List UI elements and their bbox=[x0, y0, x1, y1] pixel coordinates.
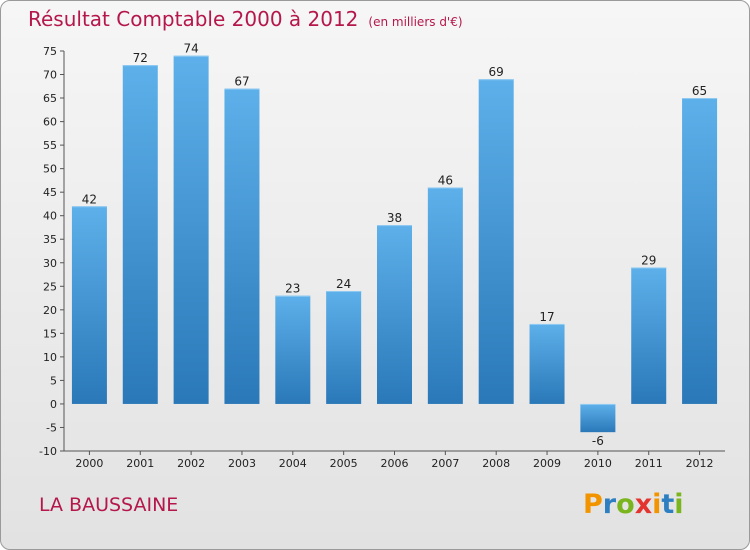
bar-2003 bbox=[224, 88, 260, 404]
proxiti-logo[interactable]: Proxiti bbox=[583, 489, 684, 520]
bar-2002 bbox=[173, 55, 209, 404]
x-tick-label-2004: 2004 bbox=[279, 457, 307, 470]
bar-2012 bbox=[682, 98, 718, 404]
data-label-2007: 46 bbox=[438, 173, 453, 187]
bar-2008 bbox=[478, 79, 514, 404]
x-tick-label-2005: 2005 bbox=[330, 457, 358, 470]
bar-2006 bbox=[377, 225, 412, 404]
logo-letter: r bbox=[602, 489, 617, 520]
logo-letter: P bbox=[583, 489, 603, 520]
logo-letter: t bbox=[661, 489, 675, 520]
y-tick-label: 5 bbox=[50, 374, 57, 387]
data-label-2009: 17 bbox=[539, 310, 554, 324]
y-tick-label: -5 bbox=[46, 421, 57, 434]
y-tick-label: 60 bbox=[43, 116, 57, 129]
bar-2001 bbox=[122, 65, 158, 404]
bar-2009 bbox=[529, 323, 565, 404]
y-tick-label: -10 bbox=[39, 445, 57, 458]
y-tick-label: 10 bbox=[43, 351, 57, 364]
y-tick-label: 0 bbox=[50, 398, 57, 411]
x-tick-label-2003: 2003 bbox=[228, 457, 256, 470]
y-tick-label: 65 bbox=[43, 92, 57, 105]
y-tick-label: 70 bbox=[43, 69, 57, 82]
bar-2011 bbox=[631, 267, 667, 404]
y-tick-label: 75 bbox=[43, 45, 57, 58]
bar-2010 bbox=[580, 403, 616, 433]
data-label-2005: 24 bbox=[336, 277, 351, 291]
data-label-2010: -6 bbox=[592, 434, 604, 448]
x-tick-label-2008: 2008 bbox=[482, 457, 510, 470]
x-tick-label-2000: 2000 bbox=[75, 457, 103, 470]
logo-letter: i bbox=[674, 489, 684, 520]
y-tick-label: 30 bbox=[43, 257, 57, 270]
x-tick-label-2009: 2009 bbox=[533, 457, 561, 470]
y-tick-label: 35 bbox=[43, 233, 57, 246]
y-axis: -10 -5 0 5 10 15 20 25 30 35 40 45 50 55 60 65 70 75 bbox=[39, 45, 65, 458]
x-tick-label-2011: 2011 bbox=[635, 457, 663, 470]
y-tick-label: 50 bbox=[43, 163, 57, 176]
y-tick-label: 55 bbox=[43, 139, 57, 152]
y-tick-label: 25 bbox=[43, 280, 57, 293]
x-tick-label-2002: 2002 bbox=[177, 457, 205, 470]
x-tick-label-2010: 2010 bbox=[584, 457, 612, 470]
bar-2007 bbox=[427, 187, 463, 404]
bars: 42 72 74 67 23 24 38 46 69 17 -6 29 65 bbox=[71, 42, 718, 448]
data-label-2012: 65 bbox=[692, 84, 707, 98]
chart-title: Résultat Comptable 2000 à 2012 (en millie… bbox=[28, 7, 463, 31]
data-label-2008: 69 bbox=[489, 65, 504, 79]
bar-2004 bbox=[275, 295, 311, 404]
logo-letter: o bbox=[616, 489, 635, 520]
data-label-2003: 67 bbox=[234, 75, 249, 89]
logo-letter: x bbox=[634, 489, 653, 520]
y-tick-label: 45 bbox=[43, 186, 57, 199]
data-label-2000: 42 bbox=[82, 192, 97, 206]
x-tick-label-2001: 2001 bbox=[126, 457, 154, 470]
x-axis: 2000 2001 2002 2003 2004 2005 2006 2007 2008 2009… bbox=[64, 450, 725, 470]
commune-name: LA BAUSSAINE bbox=[39, 494, 179, 516]
y-tick-label: 20 bbox=[43, 304, 57, 317]
y-tick-label: 40 bbox=[43, 210, 57, 223]
x-tick-label-2012: 2012 bbox=[686, 457, 714, 470]
data-label-2011: 29 bbox=[641, 253, 656, 267]
data-label-2002: 74 bbox=[183, 42, 198, 56]
chart-subtitle: (en milliers d'€) bbox=[368, 15, 463, 29]
y-tick-label: 15 bbox=[43, 327, 57, 340]
bar-2000 bbox=[71, 206, 107, 404]
data-label-2001: 72 bbox=[133, 51, 148, 65]
x-tick-label-2006: 2006 bbox=[381, 457, 409, 470]
data-label-2006: 38 bbox=[387, 211, 402, 225]
data-label-2004: 23 bbox=[285, 282, 300, 296]
chart-title-text: Résultat Comptable 2000 à 2012 bbox=[28, 7, 359, 31]
logo-letter: i bbox=[652, 489, 662, 520]
x-tick-label-2007: 2007 bbox=[431, 457, 459, 470]
bar-2005 bbox=[326, 291, 362, 404]
